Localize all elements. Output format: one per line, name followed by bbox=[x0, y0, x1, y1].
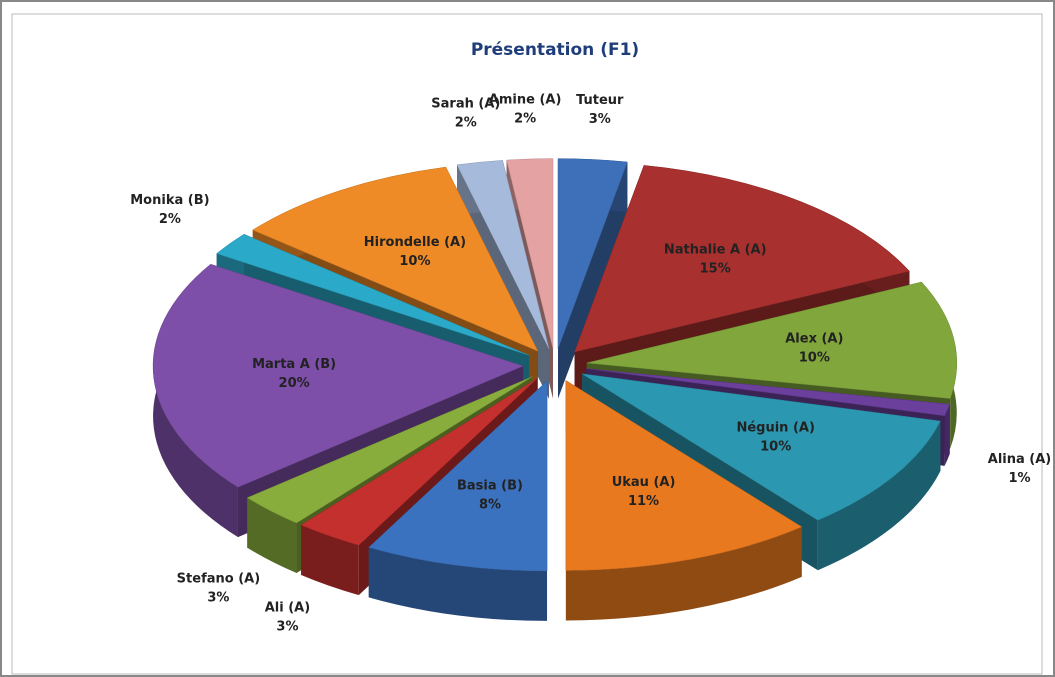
slice-value-label: 10% bbox=[799, 351, 830, 366]
slice-label: Sarah (A) bbox=[431, 96, 500, 111]
slice-label: Nathalie A (A) bbox=[664, 242, 767, 257]
slice bbox=[246, 376, 533, 524]
slice-label: Néguin (A) bbox=[736, 420, 814, 435]
slice bbox=[506, 158, 554, 349]
slice-value-label: 3% bbox=[207, 590, 229, 605]
slice-label: Monika (B) bbox=[130, 193, 209, 208]
slice-label: Amine (A) bbox=[489, 93, 562, 108]
slice-label: Basia (B) bbox=[457, 479, 523, 494]
slice-label: Ukau (A) bbox=[612, 475, 676, 490]
slice-value-label: 1% bbox=[1008, 471, 1030, 486]
slice-cut-face bbox=[558, 162, 628, 399]
slice-label: Hirondelle (A) bbox=[364, 235, 466, 250]
slice-value-label: 3% bbox=[589, 112, 611, 127]
slice bbox=[216, 233, 530, 356]
slice bbox=[300, 378, 538, 546]
slice-label: Stefano (A) bbox=[177, 571, 260, 586]
slice-label: Ali (A) bbox=[265, 601, 310, 616]
slice-side bbox=[301, 524, 359, 596]
slice-label: Marta A (B) bbox=[252, 357, 336, 372]
slice-value-label: 10% bbox=[760, 439, 791, 454]
slice bbox=[368, 380, 548, 572]
slice bbox=[574, 165, 910, 353]
slice-side bbox=[817, 421, 941, 571]
slice bbox=[152, 263, 524, 488]
slice-value-label: 15% bbox=[700, 261, 731, 276]
slice-label: Alina (A) bbox=[988, 452, 1051, 467]
slice bbox=[557, 158, 628, 349]
slice bbox=[252, 166, 539, 352]
slice bbox=[581, 373, 941, 521]
slice-value-label: 10% bbox=[399, 254, 430, 269]
slice bbox=[565, 380, 803, 571]
slice-value-label: 11% bbox=[628, 494, 659, 509]
slice-value-label: 20% bbox=[279, 376, 310, 391]
slice-side bbox=[944, 404, 950, 466]
slice-value-label: 8% bbox=[479, 498, 501, 513]
slice-label: Alex (A) bbox=[785, 332, 843, 347]
plot-frame bbox=[11, 13, 1043, 675]
slice-label: Tuteur bbox=[576, 93, 624, 108]
slice-side bbox=[247, 497, 297, 574]
slice bbox=[586, 368, 951, 417]
slice bbox=[368, 380, 548, 621]
slice bbox=[557, 158, 628, 399]
slice-side bbox=[565, 526, 802, 621]
slice-value-label: 3% bbox=[276, 620, 298, 635]
slice bbox=[586, 281, 957, 399]
slice bbox=[456, 160, 550, 349]
slice-value-label: 2% bbox=[514, 112, 536, 127]
slice bbox=[565, 380, 803, 621]
slice-side bbox=[368, 547, 548, 621]
slice-value-label: 2% bbox=[159, 212, 181, 227]
slice-value-label: 2% bbox=[455, 115, 477, 130]
chart-title: Présentation (F1) bbox=[471, 40, 639, 60]
